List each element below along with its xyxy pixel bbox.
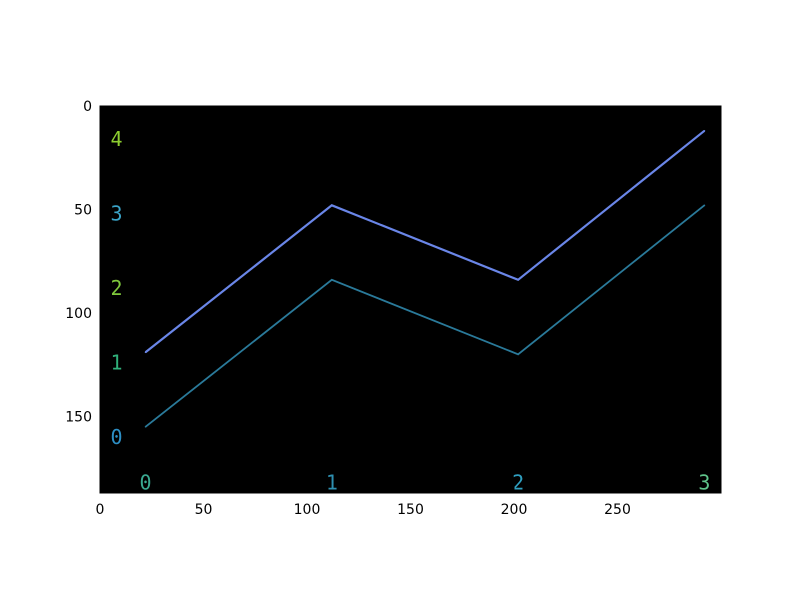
x-tick-label: 0 bbox=[96, 502, 105, 518]
series-1-point-0 bbox=[144, 425, 147, 428]
annotation-label: 3 bbox=[698, 471, 710, 495]
series-0-point-1 bbox=[331, 204, 333, 207]
annotation-label: 0 bbox=[111, 425, 123, 449]
y-tick-label: 150 bbox=[65, 409, 92, 425]
series-line-1 bbox=[144, 204, 705, 428]
series-layer bbox=[144, 129, 706, 428]
series-line-0 bbox=[144, 129, 706, 354]
annotation-label: 1 bbox=[326, 471, 338, 495]
x-tick-label: 150 bbox=[397, 502, 424, 518]
x-tick-label: 100 bbox=[294, 502, 321, 518]
annotation-layer: 0 1 2 3 0 1 2 3 4 bbox=[111, 127, 711, 495]
x-tick-label: 250 bbox=[604, 502, 631, 518]
plot-area bbox=[100, 106, 721, 493]
y-tick-label: 50 bbox=[74, 202, 92, 218]
annotation-label: 1 bbox=[111, 351, 123, 375]
series-1-point-1 bbox=[331, 279, 333, 281]
y-axis: 0 50 100 150 bbox=[65, 99, 721, 425]
x-tick-label: 200 bbox=[501, 502, 528, 518]
annotation-label: 2 bbox=[111, 276, 123, 300]
x-tick-label: 50 bbox=[195, 502, 213, 518]
series-1-point-2 bbox=[517, 353, 519, 356]
series-1-point-3 bbox=[703, 204, 706, 207]
series-0-point-3 bbox=[703, 130, 706, 132]
annotation-label: 0 bbox=[140, 471, 152, 495]
series-0-point-0 bbox=[144, 351, 147, 354]
annotation-label: 3 bbox=[111, 202, 123, 226]
annotation-label: 2 bbox=[512, 471, 524, 495]
y-tick-label: 0 bbox=[83, 99, 92, 115]
annotation-label: 4 bbox=[111, 127, 123, 151]
y-tick-label: 100 bbox=[65, 306, 92, 322]
series-0-point-2 bbox=[517, 279, 519, 281]
x-axis: 0 50 100 150 200 250 bbox=[96, 106, 631, 518]
